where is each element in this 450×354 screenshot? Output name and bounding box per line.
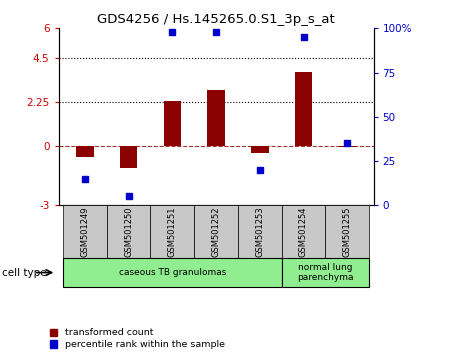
Bar <box>325 205 369 258</box>
Bar <box>63 258 282 287</box>
Text: normal lung
parenchyma: normal lung parenchyma <box>297 263 354 282</box>
Text: caseous TB granulomas: caseous TB granulomas <box>118 268 226 277</box>
Bar <box>163 102 181 146</box>
Bar <box>150 205 194 258</box>
Bar <box>282 258 369 287</box>
Text: GSM501249: GSM501249 <box>80 207 89 257</box>
Bar <box>251 146 269 153</box>
Text: GSM501253: GSM501253 <box>255 206 264 257</box>
Bar <box>295 72 312 146</box>
Title: GDS4256 / Hs.145265.0.S1_3p_s_at: GDS4256 / Hs.145265.0.S1_3p_s_at <box>97 13 335 26</box>
Text: GSM501254: GSM501254 <box>299 207 308 257</box>
Legend: transformed count, percentile rank within the sample: transformed count, percentile rank withi… <box>50 329 225 349</box>
Bar <box>63 205 107 258</box>
Bar <box>238 205 282 258</box>
Bar <box>120 146 137 168</box>
Text: GSM501251: GSM501251 <box>168 207 177 257</box>
Bar <box>194 205 238 258</box>
Bar <box>282 205 325 258</box>
Bar <box>338 146 356 147</box>
Text: GSM501250: GSM501250 <box>124 207 133 257</box>
Bar <box>107 205 150 258</box>
Bar <box>76 146 94 157</box>
Text: GSM501252: GSM501252 <box>212 207 220 257</box>
Text: GSM501255: GSM501255 <box>343 207 352 257</box>
Bar <box>207 90 225 146</box>
Text: cell type: cell type <box>2 268 47 278</box>
